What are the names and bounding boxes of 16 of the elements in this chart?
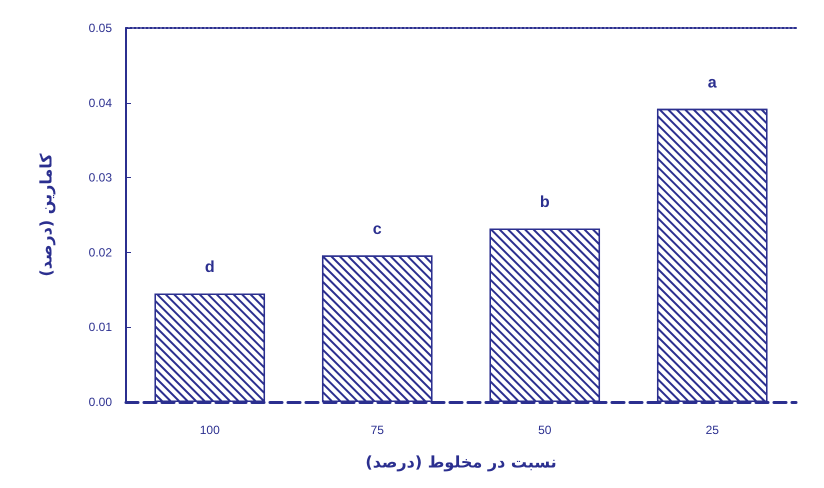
x-tick-label: 100 <box>200 423 220 437</box>
data-label: b <box>540 194 550 211</box>
x-tick-label: 25 <box>706 423 720 437</box>
y-tick-label: 0.04 <box>88 96 112 110</box>
data-label: a <box>708 74 717 92</box>
data-label: c <box>372 220 382 238</box>
y-tick-label: 0.01 <box>88 320 112 334</box>
x-tick-label: 50 <box>538 423 552 437</box>
x-tick-label: 75 <box>370 423 384 437</box>
y-tick-label: 0.05 <box>88 21 112 35</box>
y-tick-label: 0.03 <box>88 170 112 185</box>
x-axis-title: نسبت در مخلوط (درصد) <box>365 452 557 472</box>
y-axis-title: کامارین (درصد) <box>36 152 56 277</box>
y-tick-label: 0.00 <box>88 395 112 409</box>
y-tick-label: 0.02 <box>88 245 112 260</box>
data-label: d <box>204 259 215 276</box>
